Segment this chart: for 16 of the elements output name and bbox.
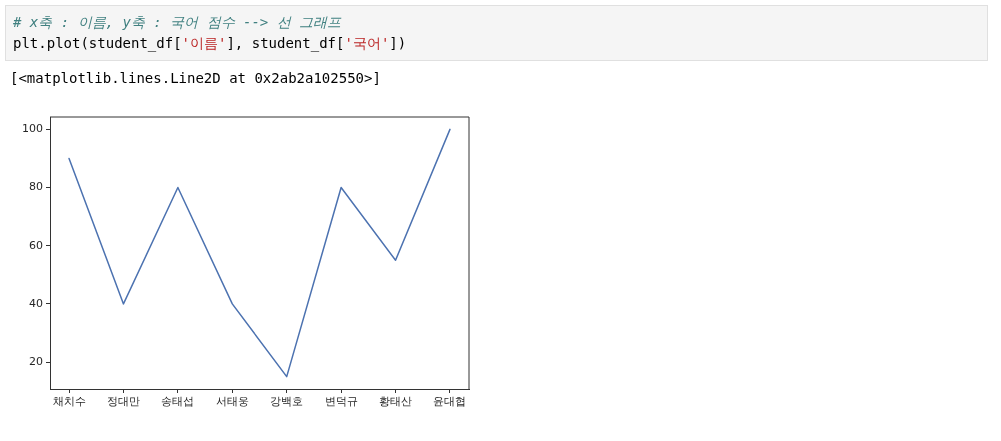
x-tick-label: 윤대협: [433, 395, 467, 409]
text: plt.plot(student_df['이름'], student_df['국어']): [13, 35, 407, 51]
y-tick-label: 40: [29, 296, 43, 310]
x-tick-label: 채치수: [52, 395, 86, 409]
x-tick-label: 서태웅: [215, 395, 249, 409]
y-tick-label: 60: [29, 238, 43, 252]
text: # x축 : 이름, y축 : 국어 점수 --> 선 그래프: [13, 13, 343, 32]
x-tick-label: 강백호: [270, 395, 304, 409]
x-tick-label: 황태산: [379, 395, 413, 409]
text: [<matplotlib.lines.Line2D at 0x2ab2a102550>]: [10, 70, 381, 86]
x-tick-label: 정대만: [106, 395, 140, 409]
y-tick-label: 80: [29, 180, 43, 194]
x-tick-label: 변덕규: [324, 395, 358, 409]
y-tick-label: 20: [29, 354, 43, 368]
y-tick-label: 100: [22, 122, 43, 136]
x-tick-label: 송태섭: [161, 395, 195, 409]
